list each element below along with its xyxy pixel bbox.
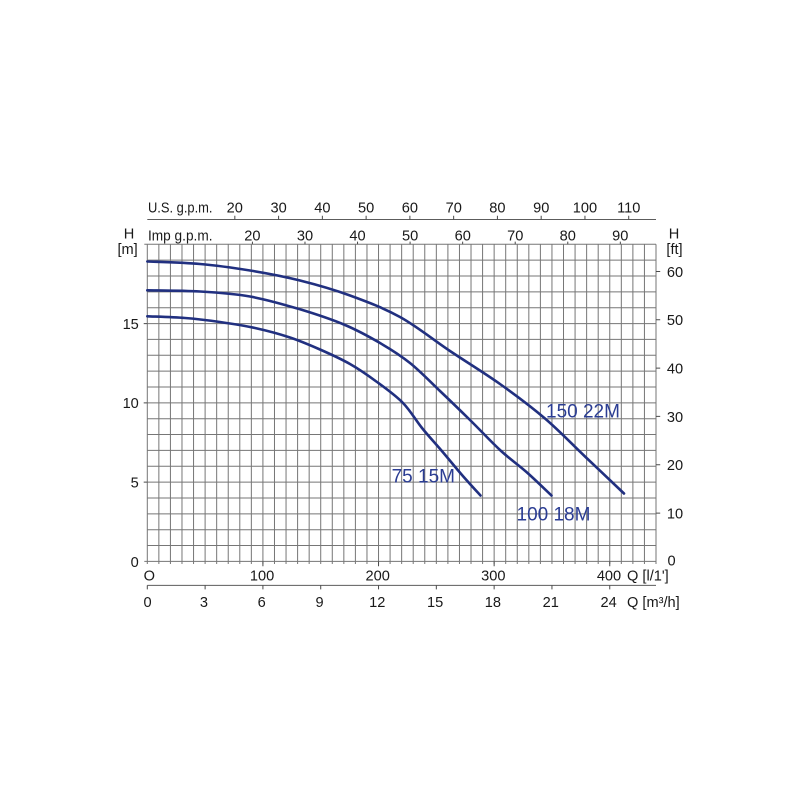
- svg-text:30: 30: [297, 228, 313, 244]
- svg-text:21: 21: [543, 595, 559, 611]
- svg-text:24: 24: [600, 595, 616, 611]
- svg-text:15: 15: [123, 317, 139, 333]
- svg-text:200: 200: [366, 569, 390, 585]
- svg-text:40: 40: [314, 201, 330, 217]
- svg-text:H: H: [669, 227, 680, 243]
- svg-text:70: 70: [507, 228, 523, 244]
- svg-text:12: 12: [369, 595, 385, 611]
- svg-text:10: 10: [123, 396, 139, 412]
- svg-text:90: 90: [612, 228, 628, 244]
- svg-text:60: 60: [455, 228, 471, 244]
- svg-text:3: 3: [200, 595, 208, 611]
- svg-text:300: 300: [481, 569, 505, 585]
- svg-text:15: 15: [427, 595, 443, 611]
- svg-text:50: 50: [667, 313, 683, 329]
- svg-text:5: 5: [131, 476, 139, 492]
- svg-text:60: 60: [667, 265, 683, 281]
- svg-text:100: 100: [250, 569, 274, 585]
- svg-text:50: 50: [358, 201, 374, 217]
- svg-text:100 18M: 100 18M: [517, 504, 591, 525]
- svg-text:110: 110: [617, 201, 640, 217]
- svg-text:6: 6: [258, 595, 266, 611]
- svg-text:0: 0: [144, 595, 152, 611]
- svg-text:75 15M: 75 15M: [392, 466, 455, 487]
- svg-text:U.S. g.p.m.: U.S. g.p.m.: [148, 201, 213, 217]
- svg-text:20: 20: [227, 201, 243, 217]
- svg-text:30: 30: [270, 201, 286, 217]
- svg-text:80: 80: [489, 201, 505, 217]
- svg-text:O: O: [144, 569, 155, 585]
- svg-text:400: 400: [597, 569, 621, 585]
- svg-text:100: 100: [573, 201, 597, 217]
- svg-text:Q [m³/h]: Q [m³/h]: [627, 595, 680, 611]
- svg-text:40: 40: [667, 362, 683, 378]
- svg-text:70: 70: [446, 201, 462, 217]
- svg-text:20: 20: [667, 458, 683, 474]
- svg-text:50: 50: [402, 228, 418, 244]
- svg-text:[m]: [m]: [117, 242, 137, 258]
- svg-text:80: 80: [560, 228, 576, 244]
- svg-text:0: 0: [667, 554, 675, 570]
- svg-text:20: 20: [244, 228, 260, 244]
- svg-text:Imp g.p.m.: Imp g.p.m.: [148, 228, 213, 244]
- svg-text:9: 9: [315, 595, 323, 611]
- svg-text:Q [l/1']: Q [l/1']: [627, 569, 669, 585]
- svg-text:40: 40: [349, 228, 365, 244]
- svg-text:150 22M: 150 22M: [546, 401, 620, 422]
- svg-text:10: 10: [667, 507, 683, 523]
- svg-text:0: 0: [131, 555, 139, 571]
- svg-text:[ft]: [ft]: [666, 242, 682, 258]
- svg-text:H: H: [124, 227, 135, 243]
- svg-text:60: 60: [402, 201, 418, 217]
- svg-text:18: 18: [485, 595, 501, 611]
- svg-text:30: 30: [667, 410, 683, 426]
- svg-text:90: 90: [533, 201, 549, 217]
